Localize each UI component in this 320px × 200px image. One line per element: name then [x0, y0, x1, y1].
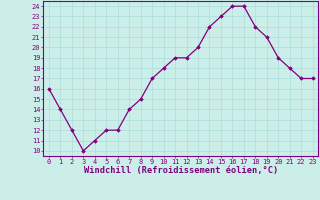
X-axis label: Windchill (Refroidissement éolien,°C): Windchill (Refroidissement éolien,°C) [84, 166, 278, 175]
